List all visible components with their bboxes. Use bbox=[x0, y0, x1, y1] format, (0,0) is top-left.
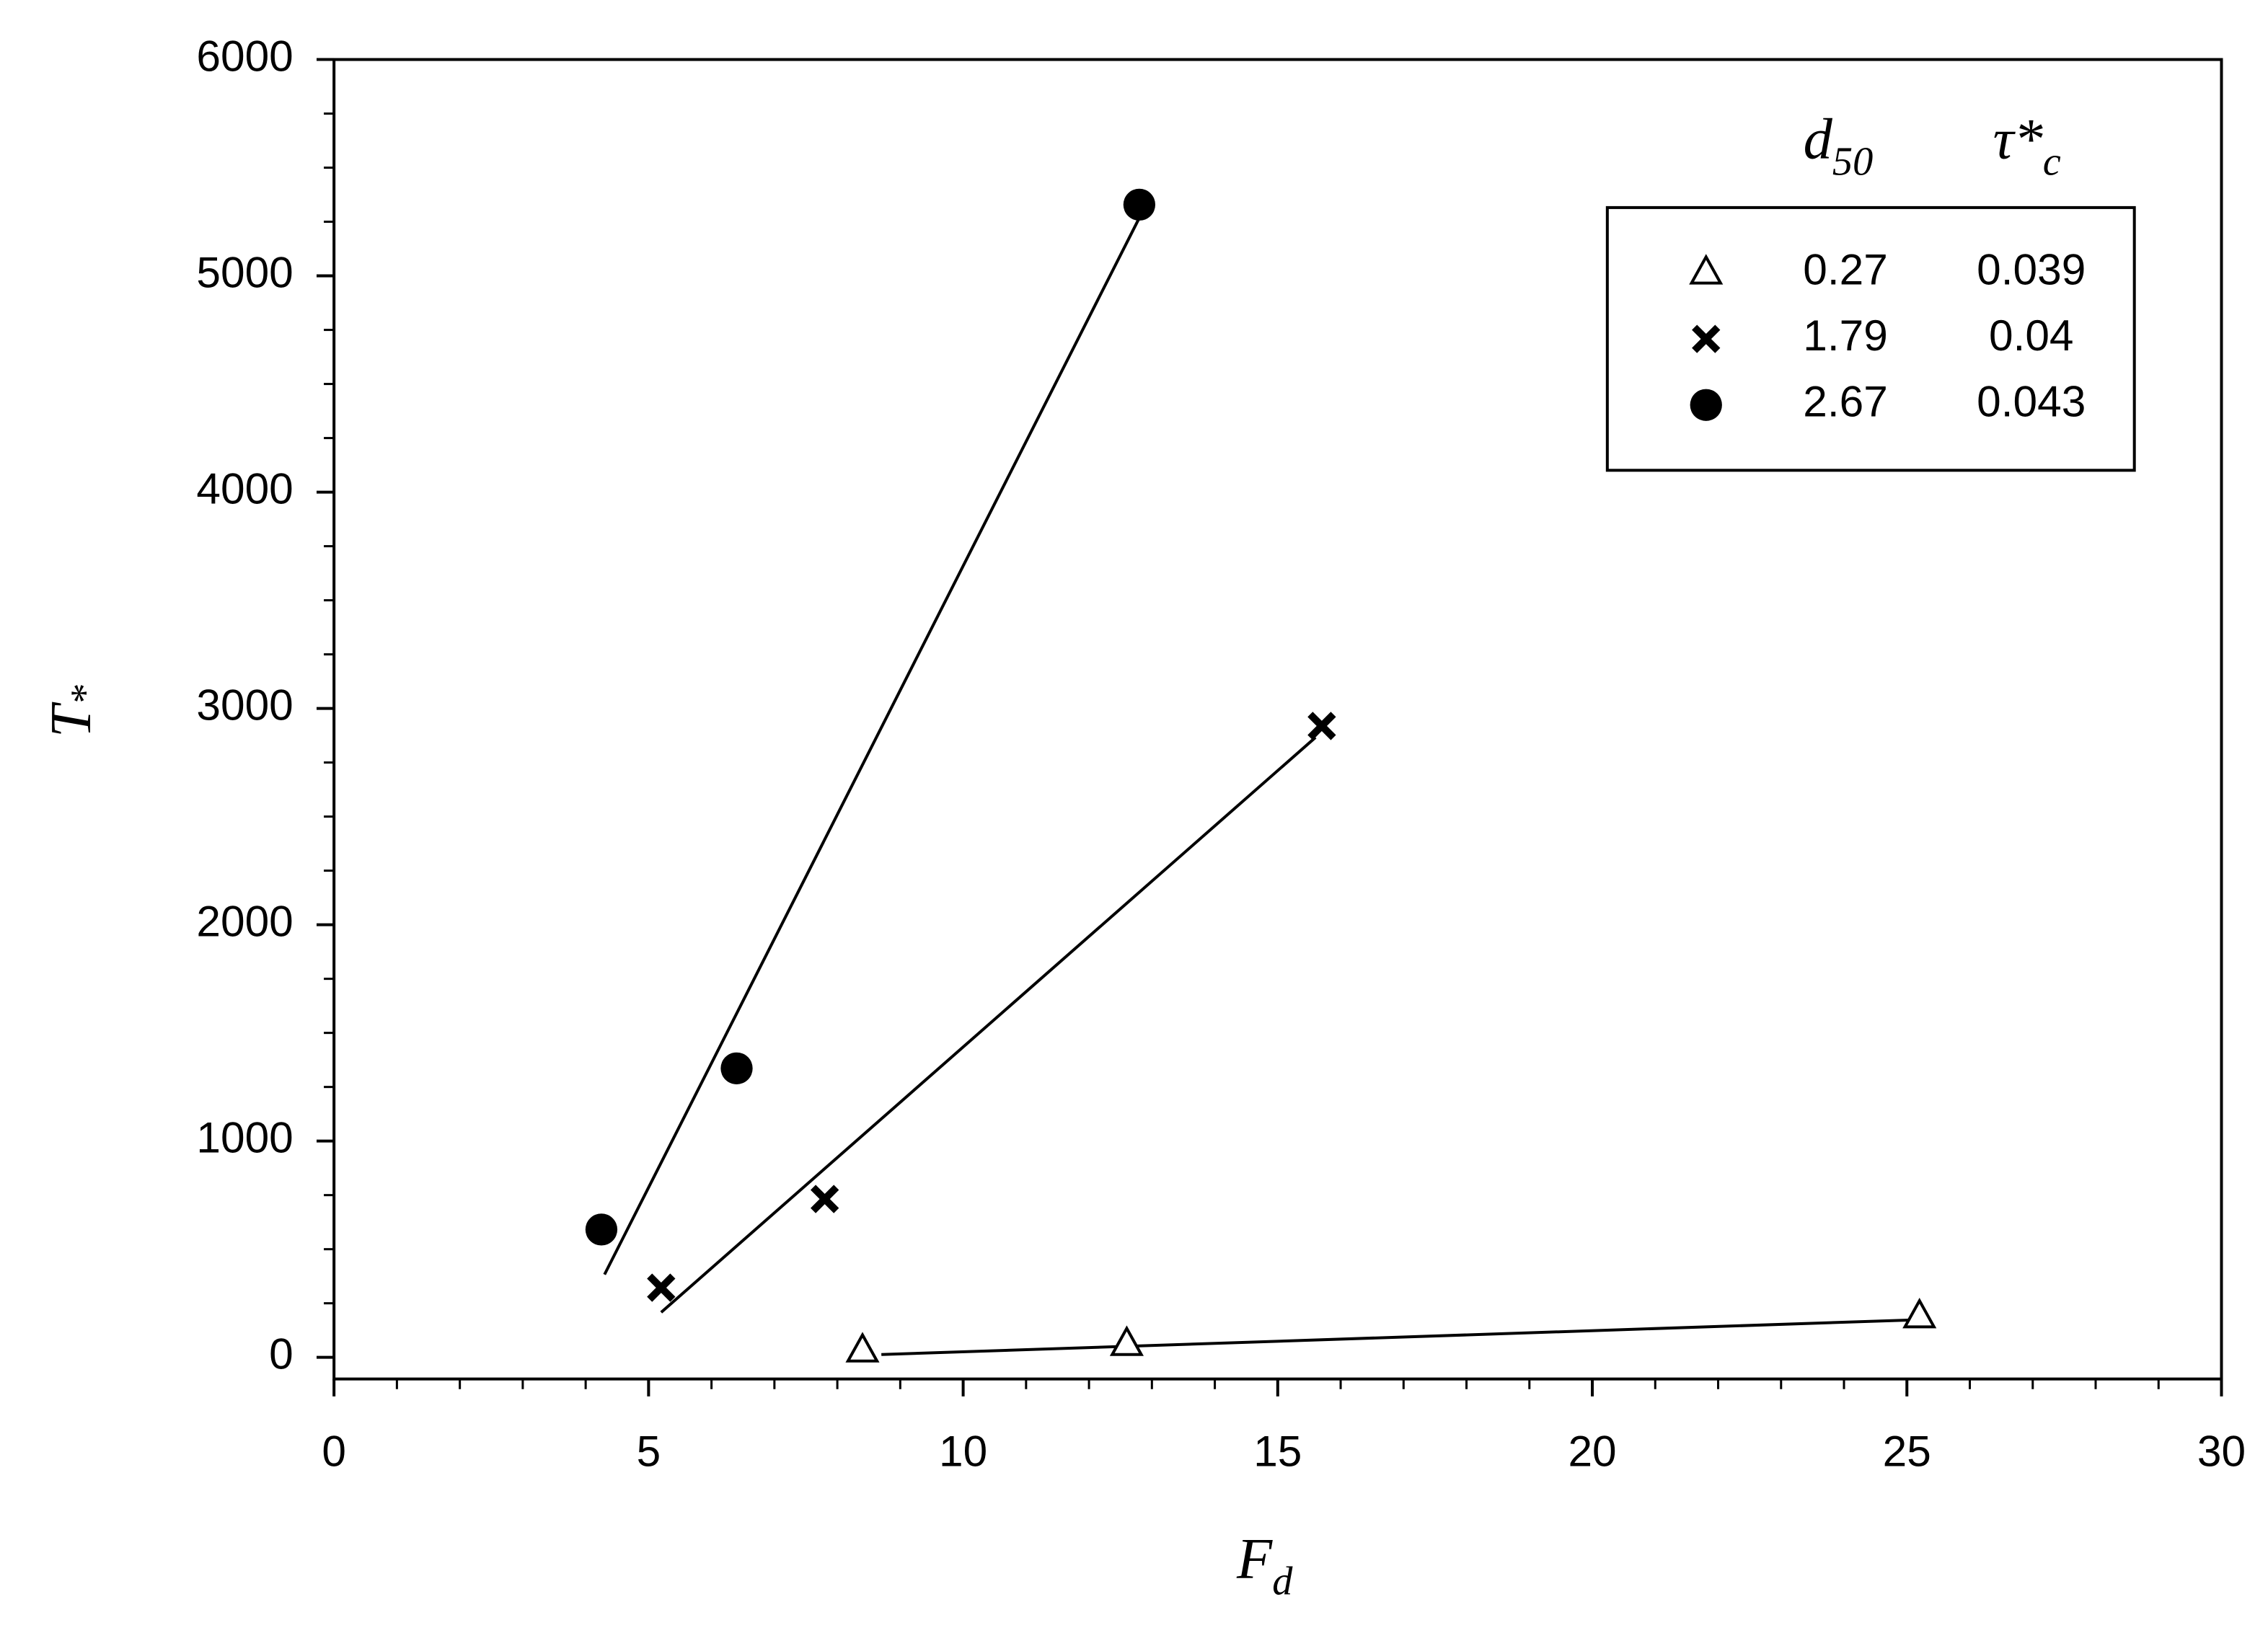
y-tick-label: 1000 bbox=[196, 1113, 293, 1162]
legend-label: 0.04 bbox=[1989, 311, 2074, 360]
data-point bbox=[1109, 1325, 1144, 1356]
legend-header-sub: c bbox=[2043, 139, 2061, 184]
x-label-main: F bbox=[1236, 1527, 1273, 1591]
x-tick-label: 25 bbox=[1883, 1426, 1931, 1475]
legend-label: 0.039 bbox=[1977, 244, 2086, 293]
y-label-main: T bbox=[39, 702, 103, 738]
data-point bbox=[845, 1332, 880, 1363]
data-point bbox=[810, 1185, 839, 1213]
data-point bbox=[1123, 188, 1156, 221]
legend-marker bbox=[1692, 324, 1721, 353]
y-tick-label: 2000 bbox=[196, 897, 293, 946]
x-tick-label: 0 bbox=[322, 1426, 346, 1475]
x-axis-label: Fd bbox=[1236, 1527, 1293, 1604]
data-point bbox=[1307, 712, 1336, 740]
data-point bbox=[720, 1052, 753, 1084]
legend-label: 0.27 bbox=[1803, 244, 1888, 293]
x-tick-label: 15 bbox=[1253, 1426, 1302, 1475]
legend-box bbox=[1605, 205, 2136, 472]
x-tick-label: 5 bbox=[637, 1426, 661, 1475]
legend-header: τ*c bbox=[1993, 107, 2061, 185]
data-point bbox=[647, 1273, 676, 1302]
x-tick-label: 20 bbox=[1568, 1426, 1616, 1475]
fit-line bbox=[881, 1318, 1920, 1356]
legend-header-main: d bbox=[1804, 107, 1833, 172]
legend-marker bbox=[1690, 389, 1722, 421]
x-label-sub: d bbox=[1272, 1559, 1293, 1603]
y-tick-label: 6000 bbox=[196, 31, 293, 80]
legend-label: 0.043 bbox=[1977, 377, 2086, 426]
y-tick-label: 3000 bbox=[196, 681, 293, 730]
legend-header: d50 bbox=[1804, 107, 1874, 185]
y-tick-label: 0 bbox=[269, 1329, 294, 1378]
x-tick-label: 10 bbox=[939, 1426, 987, 1475]
x-tick-label: 30 bbox=[2197, 1426, 2246, 1475]
data-point bbox=[1902, 1297, 1937, 1329]
fit-line bbox=[660, 736, 1317, 1314]
y-label-sub: * bbox=[63, 684, 107, 705]
legend-label: 1.79 bbox=[1803, 311, 1888, 360]
legend-header-main: τ* bbox=[1993, 107, 2044, 172]
y-tick-label: 5000 bbox=[196, 248, 293, 297]
y-tick-label: 4000 bbox=[196, 464, 293, 513]
legend-marker bbox=[1689, 254, 1724, 285]
data-point bbox=[585, 1213, 618, 1246]
legend-header-sub: 50 bbox=[1832, 139, 1873, 184]
fit-line bbox=[603, 217, 1141, 1275]
y-axis-label: T* bbox=[39, 684, 107, 738]
legend-label: 2.67 bbox=[1803, 377, 1888, 426]
